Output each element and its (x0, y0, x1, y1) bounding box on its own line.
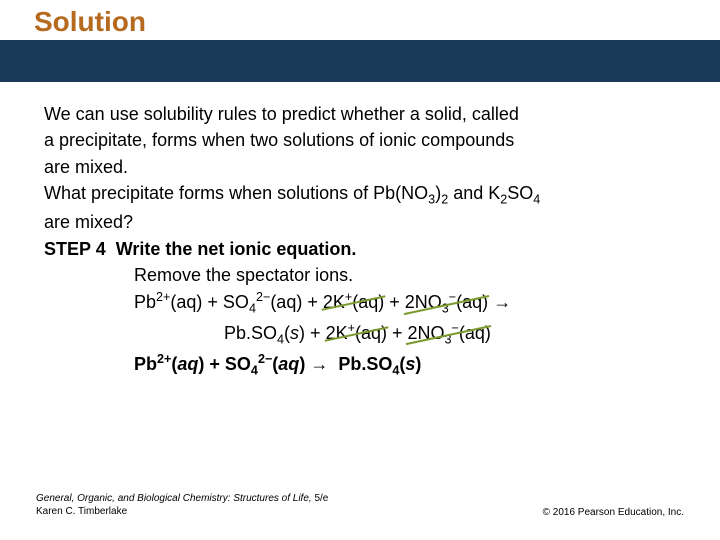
struck-2no3-2: 2NO3−(aq) (407, 320, 490, 349)
copyright: © 2016 Pearson Education, Inc. (543, 507, 684, 518)
book-title: General, Organic, and Biological Chemist… (36, 493, 312, 504)
title-bar: Solution (0, 0, 720, 82)
slide-title: Solution (34, 6, 146, 38)
footer: General, Organic, and Biological Chemist… (36, 492, 684, 518)
step-instruction: Remove the spectator ions. (44, 263, 686, 287)
struck-2k-1: 2K+(aq) (323, 289, 384, 314)
equation-line-1: Pb2+(aq) + SO42−(aq) + 2K+(aq) + 2NO3−(a… (44, 289, 686, 318)
intro-line-3: are mixed. (44, 155, 686, 179)
step-heading: STEP 4 Write the net ionic equation. (44, 237, 686, 261)
author: Karen C. Timberlake (36, 505, 328, 518)
intro-line-1: We can use solubility rules to predict w… (44, 102, 686, 126)
struck-2k-2: 2K+(aq) (326, 320, 387, 345)
intro-line-2: a precipitate, forms when two solutions … (44, 128, 686, 152)
equation-line-2: Pb.SO4(s) + 2K+(aq) + 2NO3−(aq) (44, 320, 686, 349)
net-ionic-equation: Pb2+(aq) + SO42−(aq) → Pb.SO4(s) (44, 351, 686, 380)
slide-content: We can use solubility rules to predict w… (0, 82, 720, 379)
step-number: STEP 4 (44, 239, 106, 259)
state-s: s (290, 323, 299, 343)
question-line-2: are mixed? (44, 210, 686, 234)
footer-left: General, Organic, and Biological Chemist… (36, 492, 328, 518)
struck-2no3-1: 2NO3−(aq) (405, 289, 488, 318)
book-edition: 5/e (312, 493, 329, 504)
question-line-1: What precipitate forms when solutions of… (44, 181, 686, 209)
title-band (0, 40, 720, 82)
step-title: Write the net ionic equation. (116, 239, 357, 259)
